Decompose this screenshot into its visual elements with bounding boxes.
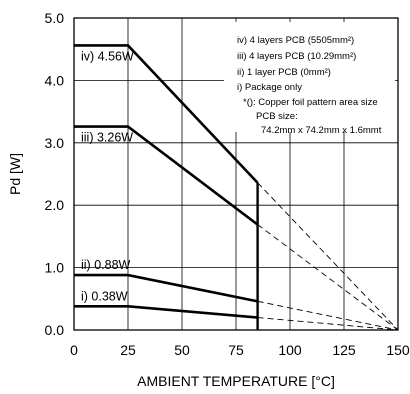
x-tick-label: 0 [70,342,78,358]
x-tick-label: 25 [120,342,136,358]
legend: iv) 4 layers PCB (5505mm²) iii) 4 layers… [224,22,395,136]
y-axis-title: Pd [W] [7,153,23,195]
series-line [74,44,259,184]
y-tick-label: 3.0 [45,135,65,151]
series-label: i) 0.38W [81,289,128,303]
legend-line-iii: iii) 4 layers PCB (10.29mm²) [237,51,356,62]
x-tick-label: 75 [228,342,244,358]
series-labels: iv) 4.56W iii) 3.26W ii) 0.88W i) 0.38W [81,49,134,303]
y-tick-label: 4.0 [45,72,65,88]
x-tick-label: 50 [174,342,190,358]
legend-line-i: i) Package only [237,82,302,93]
series-label: iii) 3.26W [81,131,133,145]
x-axis-title: AMBIENT TEMPERATURE [°C] [137,373,335,389]
y-tick-label: 1.0 [45,260,65,276]
x-tick-label: 125 [332,342,356,358]
plot-frame [73,17,399,331]
series-lines [74,44,259,319]
series-line [74,273,258,303]
series-extrapolation [257,182,399,331]
legend-footnote: *(): Copper foil pattern area size [243,97,378,108]
x-tick-label: 100 [278,342,302,358]
series-extrapolation [257,317,399,331]
legend-line-ii: ii) 1 layer PCB (0mm²) [237,67,331,78]
y-tick-label: 5.0 [45,10,65,26]
series-label: ii) 0.88W [81,258,131,272]
series-extrapolation [257,300,399,331]
extrapolation-lines [257,182,399,331]
series-line [74,125,259,226]
y-tick-label: 0.0 [45,322,65,338]
series-line [74,304,258,319]
tick-labels: 0 25 50 75 100 125 150 0.0 1.0 2.0 3.0 4.0 5.0 [45,10,410,358]
legend-background [224,22,395,132]
series-label: iv) 4.56W [81,49,134,63]
y-tick-label: 2.0 [45,197,65,213]
x-tick-label: 150 [386,342,410,358]
legend-line-iv: iv) 4 layers PCB (5505mm²) [237,35,354,46]
legend-pcb-size-value: 74.2mm x 74.2mm x 1.6mmt [261,125,382,136]
legend-pcb-size-label: PCB size: [256,111,298,122]
